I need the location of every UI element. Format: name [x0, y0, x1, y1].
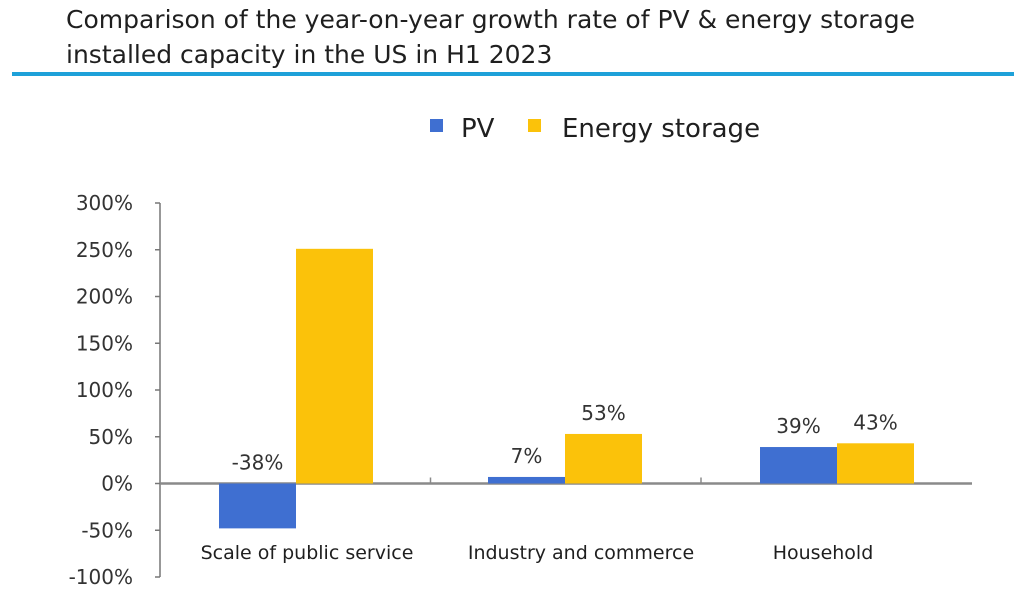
bar-pv-industry-and-commerce [488, 476, 565, 484]
data-label-pv-scale-of-public-service: -38% [232, 451, 284, 475]
bar-energy-storage-scale-of-public-service [296, 248, 373, 484]
legend-swatch-0 [430, 119, 443, 132]
legend-label-0: PV [461, 114, 495, 144]
bar-pv-scale-of-public-service [219, 483, 296, 529]
y-tick-label: 100% [76, 378, 133, 402]
chart-title-line-1: Comparison of the year-on-year growth ra… [66, 5, 916, 34]
y-tick-label: 150% [76, 331, 133, 355]
bar-energy-storage-household [837, 443, 914, 484]
legend-label-1: Energy storage [562, 114, 760, 144]
x-category-label: Household [773, 542, 874, 564]
chart-title: Comparison of the year-on-year growth ra… [66, 2, 1006, 72]
x-category-label: Industry and commerce [468, 542, 694, 564]
data-label-energy-storage-household: 43% [853, 410, 897, 434]
data-label-energy-storage-industry-and-commerce: 53% [581, 401, 625, 425]
y-tick-label: 250% [76, 238, 133, 262]
data-label-pv-industry-and-commerce: 7% [511, 444, 543, 468]
chart-title-line-2: installed capacity in the US in H1 2023 [66, 40, 553, 69]
y-tick-label: 300% [76, 191, 133, 215]
y-tick-label: -100% [69, 565, 133, 589]
y-tick-label: -50% [81, 518, 133, 542]
x-category-label: Scale of public service [201, 542, 414, 564]
legend-swatch-1 [528, 119, 541, 132]
title-divider [12, 72, 1014, 76]
y-tick-label: 200% [76, 285, 133, 309]
y-tick-label: 0% [101, 472, 133, 496]
data-label-pv-household: 39% [776, 414, 820, 438]
y-tick-label: 50% [89, 425, 133, 449]
bar-pv-household [760, 447, 837, 484]
bar-energy-storage-industry-and-commerce [565, 433, 642, 484]
